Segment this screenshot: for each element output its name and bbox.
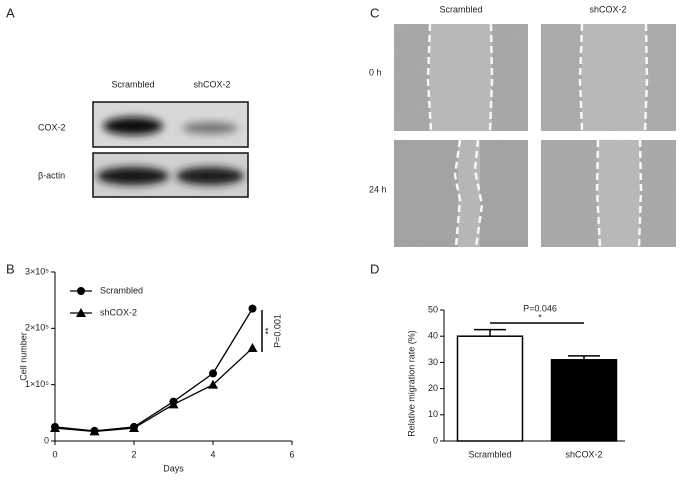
bar — [550, 359, 618, 442]
row-label: 24 h — [369, 184, 387, 194]
y-tick-label: 2×10⁵ — [25, 323, 49, 333]
x-axis-label: Days — [163, 463, 184, 473]
y-tick-label: 30 — [428, 357, 438, 367]
annotation: P=0.046 — [523, 303, 557, 313]
panel-label: C — [370, 5, 379, 20]
legend-marker — [77, 287, 85, 295]
y-tick-label: 40 — [428, 331, 438, 341]
blot-band — [176, 167, 244, 185]
blot-band — [97, 167, 169, 185]
column-label: shCOX-2 — [193, 79, 230, 89]
blot-band — [103, 117, 163, 135]
bar — [456, 335, 524, 442]
row-label: COX-2 — [38, 122, 66, 132]
y-axis-label: Cell number — [18, 332, 28, 381]
column-label: Scrambled — [439, 4, 482, 14]
panel-label: D — [370, 261, 379, 276]
legend-label: Scrambled — [100, 285, 143, 295]
x-tick-label: 4 — [210, 449, 215, 459]
data-point — [248, 304, 257, 313]
panel-label: B — [6, 261, 15, 276]
x-tick-label: Scrambled — [468, 449, 511, 459]
legend-label: shCOX-2 — [100, 307, 137, 317]
y-tick-label: 0 — [44, 435, 49, 445]
data-point — [50, 423, 60, 433]
data-point — [89, 426, 100, 436]
y-tick-label: 0 — [433, 435, 438, 445]
annotation: P=0.001 — [272, 314, 282, 348]
column-label: Scrambled — [111, 79, 154, 89]
column-label: shCOX-2 — [589, 4, 626, 14]
legend-marker — [76, 308, 86, 317]
series-line — [54, 347, 253, 433]
migration-chart: 0 10 20 30 40 50 Relative migration rate (%) Sc… — [406, 303, 625, 459]
y-tick-label: 1×10⁵ — [25, 379, 49, 389]
annotation: * — [538, 312, 542, 322]
data-point — [129, 423, 139, 433]
data-point — [208, 379, 218, 389]
growth-chart: 0 1×10⁵ 2×10⁵ 3×10⁵ 0 2 4 6 Days Cell number Scram… — [18, 266, 294, 473]
blot-band — [182, 122, 238, 134]
x-tick-label: shCOX-2 — [565, 449, 602, 459]
y-tick-label: 3×10⁵ — [25, 266, 49, 276]
series-line — [54, 308, 254, 432]
x-tick-label: 0 — [52, 449, 57, 459]
micrograph-texture — [394, 24, 676, 247]
data-point — [168, 399, 179, 409]
x-tick-label: 6 — [289, 449, 294, 459]
row-label: β-actin — [38, 170, 65, 180]
row-label: 0 h — [369, 67, 382, 77]
y-axis-label: Relative migration rate (%) — [406, 330, 416, 437]
y-tick-label: 20 — [428, 383, 438, 393]
y-tick-label: 50 — [428, 304, 438, 314]
x-tick-label: 2 — [131, 449, 136, 459]
data-point — [209, 369, 217, 378]
y-tick-label: 10 — [428, 409, 438, 419]
panel-label: A — [6, 5, 15, 20]
data-point — [247, 343, 258, 353]
western-blot: Scrambled shCOX-2 COX-2 β-actin — [38, 79, 249, 198]
annotation: ** — [263, 327, 273, 335]
wound-images: Scrambled shCOX-2 0 h 24 h — [369, 4, 676, 248]
